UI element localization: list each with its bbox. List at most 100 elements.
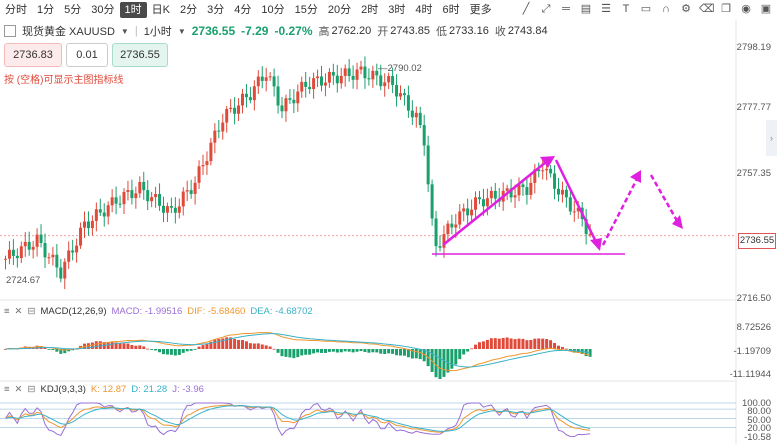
close-icon[interactable]: ✕ (14, 384, 23, 395)
macd-histogram-bar (517, 338, 521, 349)
close-value: 2743.84 (507, 25, 548, 37)
sell-price-box[interactable]: 2736.83 (4, 43, 62, 67)
macd-histogram-bar (489, 338, 493, 349)
drawing-tools: ╱ ⤢ ═ ▤ ☰ T ▭ ∩ ⚙ ⌫ ❐ ◉ ▣ (519, 2, 773, 16)
dropdown-icon[interactable]: ▼ (120, 26, 129, 36)
timeframe-9[interactable]: 10分 (261, 4, 285, 16)
timeframe-5[interactable]: 日K (151, 4, 170, 16)
timeframe-6[interactable]: 2分 (179, 4, 198, 16)
channel-tool-icon[interactable]: ▤ (580, 3, 592, 15)
collapse-icon[interactable]: ⊟ (27, 384, 36, 395)
candle-body (217, 130, 221, 132)
candle-body (541, 170, 545, 172)
macd-histogram-bar (446, 349, 450, 373)
candle-body (221, 122, 225, 132)
settings-icon[interactable]: ≡ (4, 306, 10, 317)
candle-body (244, 93, 248, 98)
candle-body (35, 234, 39, 247)
close-icon[interactable]: ✕ (14, 306, 23, 317)
candle-body (213, 130, 217, 143)
candle-body (158, 193, 162, 206)
candle-body (481, 199, 485, 207)
dropdown-icon[interactable]: ▼ (177, 26, 186, 36)
timeframe-12[interactable]: 2时 (361, 4, 379, 16)
macd-histogram-bar (142, 346, 146, 349)
macd-histogram-bar (94, 341, 98, 349)
macd-histogram-bar (474, 344, 478, 349)
price-axis-label: 2777.77 (736, 102, 771, 113)
lot-input[interactable]: 0.01 (66, 43, 108, 67)
macd-histogram-bar (505, 337, 509, 349)
candle-body (458, 211, 462, 225)
candle-body (142, 181, 146, 191)
candle-body (59, 267, 63, 279)
timeframe-3[interactable]: 30分 (91, 4, 115, 16)
fib-tool-icon[interactable]: ☰ (601, 3, 611, 15)
macd-histogram-bar (497, 338, 501, 349)
macd-histogram-bar (545, 339, 549, 349)
settings-icon[interactable]: ≡ (4, 384, 10, 395)
candle-body (94, 209, 98, 221)
settings-icon[interactable]: ⚙ (681, 3, 691, 15)
macd-histogram-bar (138, 345, 142, 349)
candle-body (335, 75, 339, 84)
magnet-icon[interactable]: ∩ (662, 3, 670, 15)
timeframe-16[interactable]: 更多 (469, 4, 492, 16)
collapse-panel-icon[interactable]: › (766, 120, 777, 156)
macd-histogram-bar (177, 349, 181, 355)
eraser-icon[interactable]: ⌫ (699, 3, 715, 15)
candle-body (434, 218, 438, 247)
candle-body (237, 105, 241, 114)
logo-icon (4, 25, 16, 37)
symbol-name[interactable]: 现货黄金 XAUUSD (22, 26, 115, 38)
open-label: 开 (377, 26, 389, 38)
timeframe-8[interactable]: 4分 (234, 4, 252, 16)
candle-body (90, 220, 94, 229)
candle-body (438, 246, 442, 248)
candle-body (268, 76, 272, 78)
timeframe-11[interactable]: 20分 (327, 4, 352, 16)
candle-body (260, 76, 264, 81)
screenshot-icon[interactable]: ▣ (760, 3, 772, 15)
collapse-icon[interactable]: ⊟ (27, 306, 36, 317)
timeframe-15[interactable]: 6时 (442, 4, 460, 16)
candle-body (513, 195, 517, 198)
hline-tool-icon[interactable]: ═ (562, 3, 570, 15)
macd-histogram-bar (327, 349, 331, 352)
macd-histogram-bar (225, 337, 229, 349)
high-marker: —2790.02 (378, 63, 422, 74)
period-select[interactable]: 1小时 (143, 26, 172, 38)
rect-tool-icon[interactable]: ▭ (640, 3, 652, 15)
candle-body (27, 241, 31, 250)
timeframe-14[interactable]: 4时 (415, 4, 433, 16)
macd-histogram-bar (347, 349, 351, 352)
macd-histogram-bar (264, 345, 268, 349)
line-tool-icon[interactable]: ╱ (522, 3, 530, 15)
timeframe-10[interactable]: 15分 (294, 4, 318, 16)
buy-price-box[interactable]: 2736.55 (112, 43, 168, 67)
candle-body (446, 223, 450, 235)
macd-histogram-bar (134, 345, 138, 349)
copy-icon[interactable]: ❐ (721, 3, 731, 15)
timeframe-1[interactable]: 1分 (37, 4, 55, 16)
price-axis-label: 2798.19 (736, 42, 771, 53)
macd-histogram-bar (197, 346, 201, 349)
d-line (5, 405, 591, 432)
candle-body (272, 76, 276, 87)
timeframe-7[interactable]: 3分 (207, 4, 225, 16)
macd-histogram-bar (213, 339, 217, 349)
candle-body (122, 192, 126, 205)
timeframe-4[interactable]: 1时 (119, 2, 147, 18)
arrowhead (630, 170, 641, 183)
macd-histogram-bar (335, 349, 339, 353)
candle-body (4, 258, 7, 260)
candle-body (351, 75, 355, 80)
timeframe-2[interactable]: 5分 (64, 4, 82, 16)
text-tool-icon[interactable]: T (622, 3, 630, 15)
timeframe-0[interactable]: 分时 (5, 4, 27, 16)
eye-icon[interactable]: ◉ (741, 3, 751, 15)
candle-body (162, 205, 165, 213)
kdj-axis-label: 100.00 (741, 398, 771, 409)
timeframe-13[interactable]: 3时 (388, 4, 406, 16)
ray-tool-icon[interactable]: ⤢ (541, 3, 551, 15)
